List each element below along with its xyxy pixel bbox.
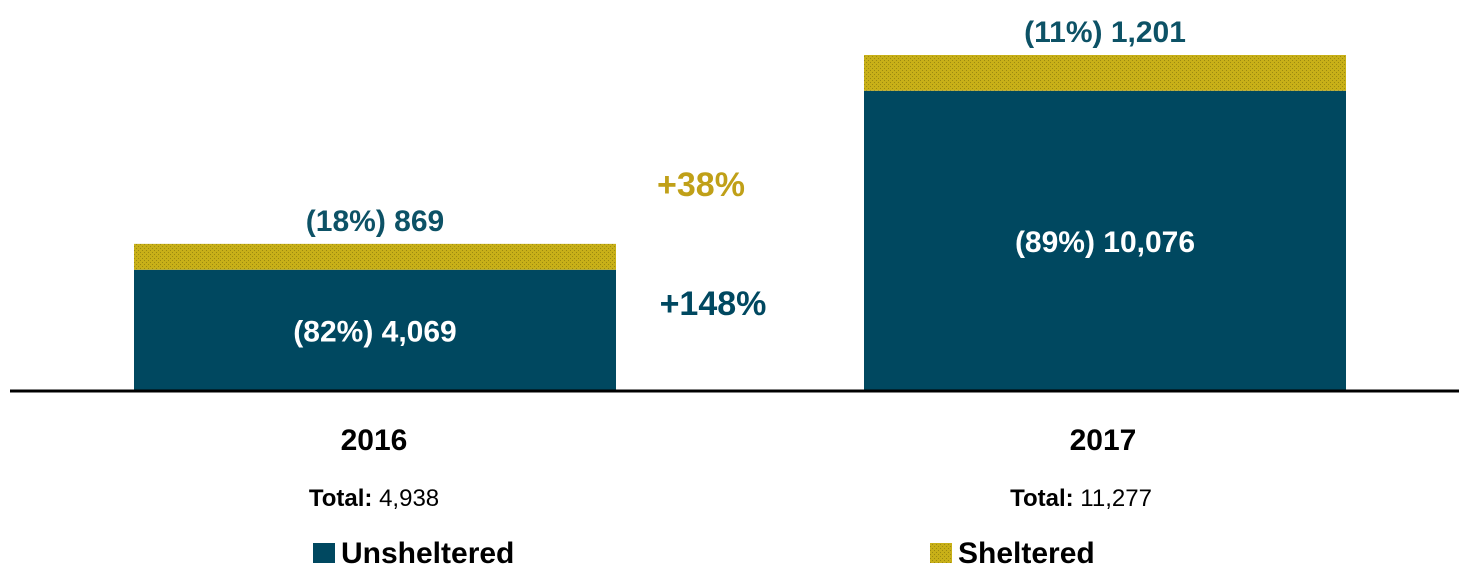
bar-unsheltered-2016	[134, 269, 616, 391]
total-2017: Total: 11,277	[1010, 485, 1152, 512]
total-2016-prefix: Total:	[309, 485, 373, 512]
change-sheltered-label: +38%	[657, 166, 745, 204]
legend-label-unsheltered: Unsheltered	[341, 537, 514, 567]
data-label-sheltered-2016: (18%) 869	[306, 205, 444, 238]
total-2016: Total: 4,938	[309, 485, 439, 512]
x-tick-label-2017: 2017	[1070, 424, 1137, 457]
legend-swatch-sheltered	[930, 543, 952, 563]
x-tick-label-2016: 2016	[341, 424, 408, 457]
data-label-sheltered-2017: (11%) 1,201	[1024, 16, 1186, 49]
total-2017-value: 11,277	[1080, 485, 1152, 512]
data-label-unsheltered-2016: (82%) 4,069	[293, 315, 456, 348]
change-unsheltered-label: +148%	[660, 285, 767, 323]
bar-sheltered-2016	[134, 243, 616, 270]
bar-unsheltered-2017	[864, 90, 1346, 391]
data-label-unsheltered-2017: (89%) 10,076	[1015, 226, 1195, 259]
legend: Unsheltered Sheltered	[313, 537, 1095, 567]
total-2017-prefix: Total:	[1010, 485, 1074, 512]
total-2016-value: 4,938	[379, 485, 439, 512]
bar-sheltered-2017	[864, 55, 1346, 91]
legend-label-sheltered: Sheltered	[958, 537, 1095, 567]
legend-swatch-unsheltered	[313, 543, 335, 563]
